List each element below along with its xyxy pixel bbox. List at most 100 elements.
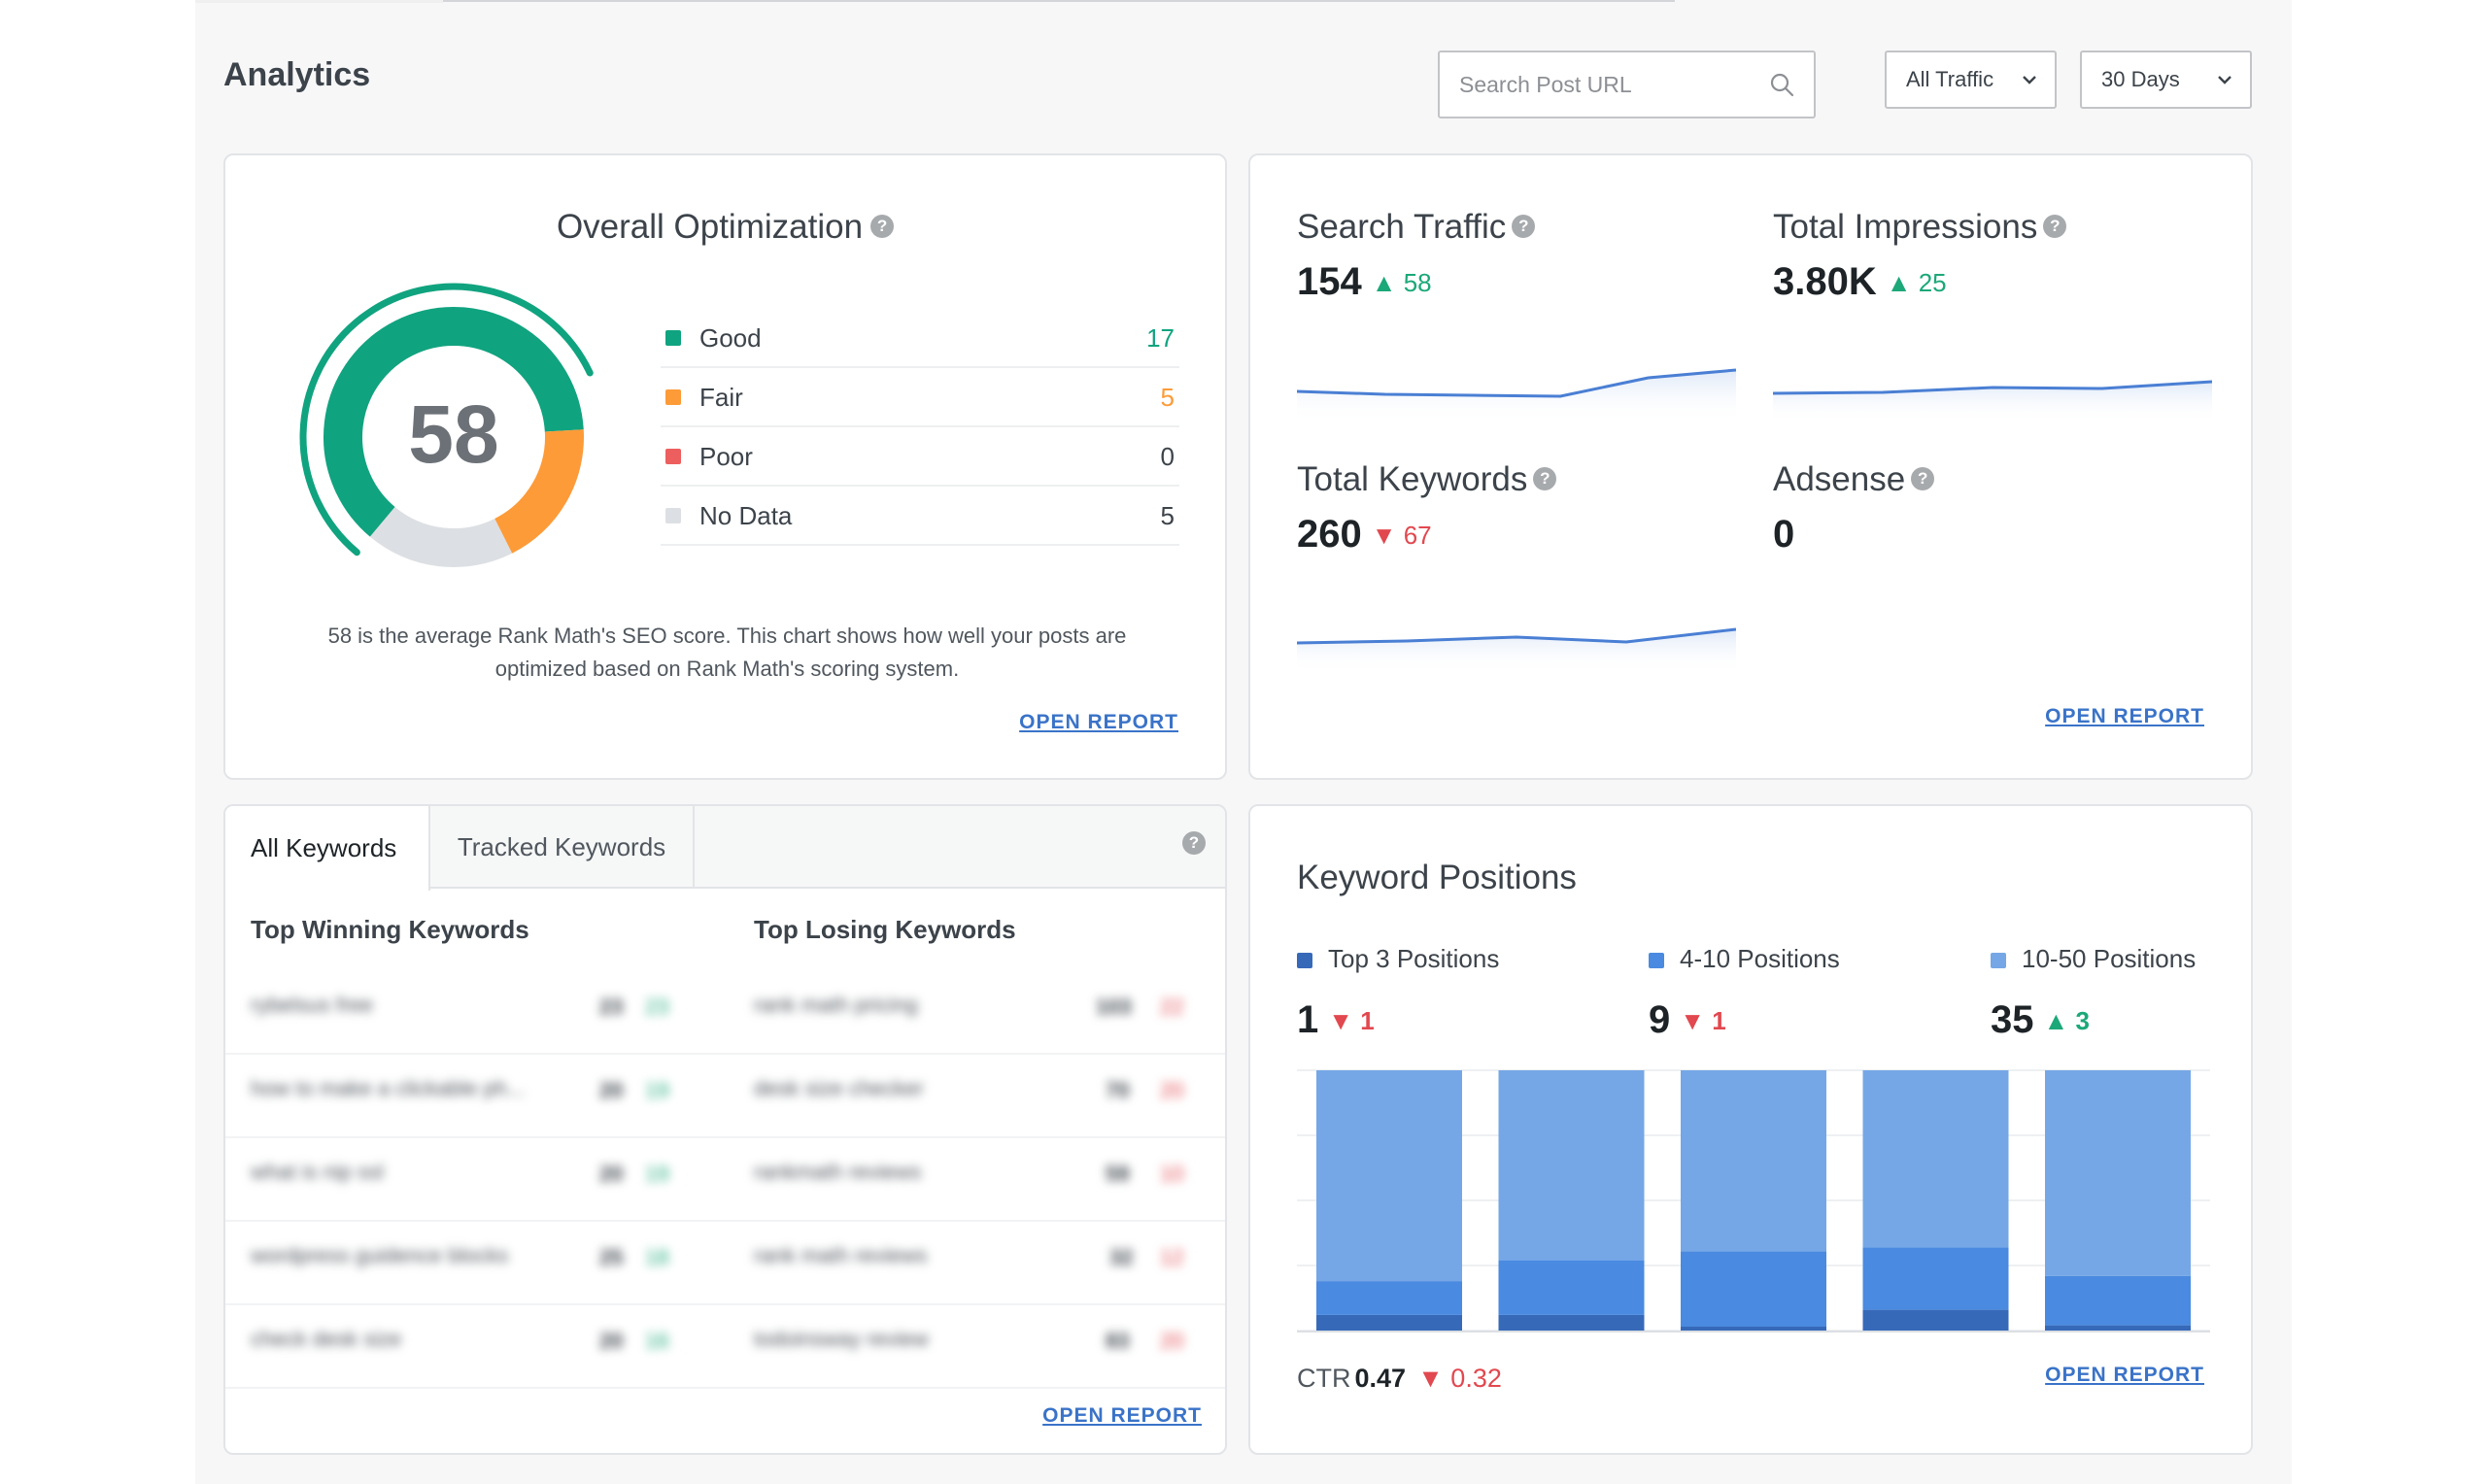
10-50-value: 35 ▲ 3 bbox=[1991, 998, 2090, 1042]
search-input[interactable] bbox=[1440, 52, 1760, 117]
keyword-delta: 23 bbox=[645, 995, 669, 1019]
open-report-link[interactable]: OPEN REPORT bbox=[1019, 711, 1178, 733]
metric-delta: ▲ 58 bbox=[1372, 268, 1432, 297]
help-icon[interactable]: ? bbox=[870, 214, 895, 238]
date-range-dropdown[interactable]: 30 Days bbox=[2080, 51, 2252, 109]
optimization-description: 58 is the average Rank Math's SEO score.… bbox=[327, 624, 1127, 681]
help-icon[interactable]: ? bbox=[2043, 214, 2067, 238]
arrow-down-icon: ▼ bbox=[1371, 521, 1404, 550]
open-report-link[interactable]: OPEN REPORT bbox=[2045, 705, 2204, 727]
keyword-position: 59 bbox=[1106, 1162, 1130, 1186]
bar-segment-2[interactable] bbox=[1316, 1070, 1462, 1282]
legend-label: 10-50 Positions bbox=[2022, 944, 2197, 973]
legend-count: 0 bbox=[1160, 442, 1175, 471]
tab-all-keywords[interactable]: All Keywords bbox=[225, 806, 430, 891]
traffic-filter-label: All Traffic bbox=[1906, 67, 1994, 91]
keyword-position: 25 bbox=[599, 1245, 624, 1269]
fair-swatch bbox=[665, 389, 681, 405]
optimization-legend: Good 17 Fair 5 Poor 0 No Data 5 bbox=[661, 309, 1179, 546]
open-report-link[interactable]: OPEN REPORT bbox=[2045, 1364, 2204, 1386]
keyword-delta: 12 bbox=[1160, 1245, 1184, 1269]
tab-tracked-keywords[interactable]: Tracked Keywords bbox=[430, 806, 695, 889]
legend-count: 5 bbox=[1160, 501, 1175, 530]
traffic-filter-dropdown[interactable]: All Traffic bbox=[1885, 51, 2057, 109]
search-post-url[interactable] bbox=[1438, 51, 1816, 118]
good-swatch bbox=[665, 330, 681, 346]
4-10-swatch bbox=[1649, 953, 1664, 968]
keyword-text[interactable]: check desk size bbox=[251, 1327, 402, 1351]
bar-segment-1[interactable] bbox=[2045, 1275, 2191, 1326]
bar-segment-0[interactable] bbox=[1862, 1309, 2009, 1331]
bar-segment-1[interactable] bbox=[1681, 1251, 1826, 1327]
help-icon[interactable]: ? bbox=[1911, 466, 1935, 490]
bar-segment-0[interactable] bbox=[1681, 1327, 1826, 1331]
table-row: how to make a clickable ph... 20 19 desk… bbox=[225, 1055, 1225, 1138]
table-row: wordpress guidence blocks 25 18 rank mat… bbox=[225, 1222, 1225, 1305]
keyword-position: 70 bbox=[1106, 1078, 1130, 1102]
bar-segment-1[interactable] bbox=[1862, 1247, 2009, 1310]
help-icon[interactable]: ? bbox=[1182, 831, 1206, 855]
keyword-text[interactable]: todoinsway review bbox=[754, 1327, 929, 1351]
no-data-swatch bbox=[665, 508, 681, 523]
keyword-text[interactable]: rank math reviews bbox=[754, 1243, 928, 1267]
legend-label: Fair bbox=[699, 383, 743, 412]
keyword-text[interactable]: rank math pricing bbox=[754, 993, 918, 1017]
search-icon[interactable] bbox=[1769, 72, 1794, 97]
keyword-text[interactable]: how to make a clickable ph... bbox=[251, 1076, 526, 1100]
keyword-text[interactable]: rankmath reviews bbox=[754, 1160, 922, 1184]
arrow-up-icon: ▲ bbox=[1371, 268, 1404, 297]
keyword-text[interactable]: what is nip ssl bbox=[251, 1160, 384, 1184]
legend-label: No Data bbox=[699, 501, 793, 530]
keyword-delta: 18 bbox=[645, 1245, 669, 1269]
score-value: 58 bbox=[408, 388, 498, 480]
donut-segment-good bbox=[324, 307, 584, 537]
search-traffic-card: Search Traffic? 154 ▲ 58 Total Impression… bbox=[1248, 153, 2253, 780]
bar-segment-2[interactable] bbox=[1681, 1070, 1826, 1252]
sparkline-area bbox=[1773, 382, 2212, 422]
legend-label: Top 3 Positions bbox=[1328, 944, 1500, 973]
position-delta-value: 1 bbox=[1360, 1006, 1375, 1035]
total-keywords-sparkline bbox=[1297, 627, 1736, 673]
bar-segment-1[interactable] bbox=[1498, 1260, 1645, 1315]
bar-segment-2[interactable] bbox=[1862, 1070, 2009, 1248]
legend-row-no-data: No Data 5 bbox=[661, 487, 1179, 546]
keyword-text[interactable]: rybelsus free bbox=[251, 993, 373, 1017]
bar-segment-1[interactable] bbox=[1316, 1281, 1462, 1315]
bar-segment-0[interactable] bbox=[1498, 1314, 1645, 1331]
keyword-text[interactable]: wordpress guidence blocks bbox=[251, 1243, 509, 1267]
legend-count: 5 bbox=[1160, 383, 1175, 412]
optimization-title: Overall Optimization bbox=[556, 208, 864, 246]
help-icon[interactable]: ? bbox=[1533, 466, 1557, 490]
keyword-text[interactable]: desk size checker bbox=[754, 1076, 924, 1100]
donut-segment-no-data bbox=[369, 506, 513, 567]
legend-label: Poor bbox=[699, 442, 753, 471]
arrow-down-icon: ▼ bbox=[1417, 1364, 1451, 1393]
bar-segment-2[interactable] bbox=[1498, 1070, 1645, 1261]
metric-title: Search Traffic bbox=[1297, 208, 1507, 246]
position-count: 1 bbox=[1297, 998, 1319, 1041]
top-losing-keywords-heading: Top Losing Keywords bbox=[754, 915, 1016, 944]
bar-segment-0[interactable] bbox=[1316, 1314, 1462, 1331]
top-3-value: 1 ▼ 1 bbox=[1297, 998, 1375, 1042]
top-divider bbox=[443, 0, 1675, 2]
position-delta: ▼ 1 bbox=[1328, 1006, 1374, 1035]
legend-top-3: Top 3 Positions bbox=[1297, 944, 1499, 974]
bar-segment-2[interactable] bbox=[2045, 1070, 2191, 1276]
top-winning-keywords-heading: Top Winning Keywords bbox=[251, 915, 529, 944]
metric-total-impressions: Total Impressions? 3.80K ▲ 25 bbox=[1773, 208, 2067, 304]
metric-value: 3.80K bbox=[1773, 260, 1877, 303]
ctr-label: CTR bbox=[1297, 1364, 1351, 1393]
tab-underline bbox=[195, 0, 443, 3]
keyword-delta: 20 bbox=[1160, 1078, 1184, 1102]
bar-segment-0[interactable] bbox=[2045, 1325, 2191, 1331]
open-report-link[interactable]: OPEN REPORT bbox=[1042, 1404, 1202, 1427]
help-icon[interactable]: ? bbox=[1512, 214, 1536, 238]
10-50-swatch bbox=[1991, 953, 2006, 968]
date-range-label: 30 Days bbox=[2101, 67, 2180, 91]
keyword-position: 32 bbox=[1109, 1245, 1134, 1269]
legend-10-50: 10-50 Positions bbox=[1991, 944, 2196, 974]
metric-title: Total Impressions bbox=[1773, 208, 2038, 246]
page-title: Analytics bbox=[223, 56, 371, 93]
ctr-value: 0.47 bbox=[1354, 1364, 1407, 1393]
donut-segment-fair bbox=[494, 429, 584, 554]
